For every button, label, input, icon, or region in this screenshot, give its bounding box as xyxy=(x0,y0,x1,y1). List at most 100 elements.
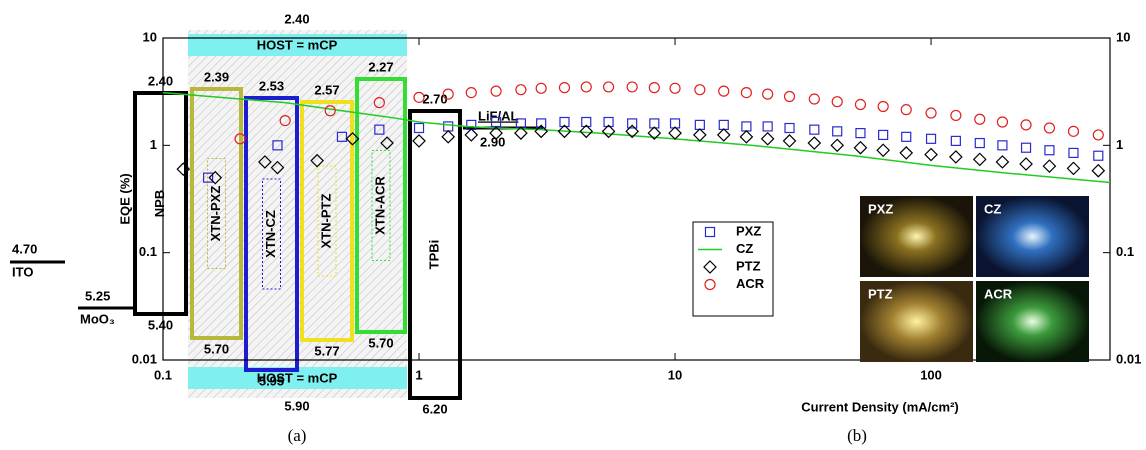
marker xyxy=(694,84,706,96)
y-tick-label: 0.01 xyxy=(132,351,157,366)
marker xyxy=(1042,159,1057,173)
marker xyxy=(830,138,845,153)
label-frame xyxy=(207,158,226,269)
legend-label: ACR xyxy=(736,276,765,291)
marker xyxy=(441,129,456,144)
legend-label: PTZ xyxy=(736,258,761,273)
inset-photo xyxy=(860,281,973,362)
layer-label: XTN-ACR xyxy=(372,176,387,235)
marker xyxy=(762,121,773,132)
marker xyxy=(234,133,246,145)
level-label: 4.70 xyxy=(12,241,37,256)
y-tick-label: 1 xyxy=(1116,137,1123,152)
marker xyxy=(1020,119,1032,131)
layer-box xyxy=(133,91,188,316)
level-label: 2.90 xyxy=(480,134,505,149)
marker xyxy=(997,140,1008,151)
inset-label: PTZ xyxy=(868,286,893,301)
layer-label: TPBi xyxy=(426,240,441,270)
marker xyxy=(854,98,867,111)
marker xyxy=(373,97,385,109)
marker xyxy=(1092,129,1104,141)
marker xyxy=(514,126,528,140)
marker xyxy=(1066,161,1081,176)
y-tick-label: 0.01 xyxy=(1116,351,1141,366)
y-tick-label: 1 xyxy=(150,137,157,152)
marker xyxy=(950,135,961,146)
layer-box xyxy=(190,87,243,340)
marker xyxy=(627,118,638,129)
electrode-label: LiF/AL xyxy=(478,108,518,123)
marker xyxy=(900,104,912,116)
electrode-label: ITO xyxy=(12,264,33,279)
marker xyxy=(515,84,527,96)
marker xyxy=(704,226,716,238)
marker xyxy=(739,129,754,144)
layer-box xyxy=(355,77,407,334)
level-label: 5.70 xyxy=(368,335,393,350)
eqe-chart: Current Density (mA/cm²) EQE (%) (b) 0.1… xyxy=(117,29,1141,444)
marker xyxy=(465,86,477,99)
marker xyxy=(901,131,912,142)
marker xyxy=(648,82,660,94)
host-band xyxy=(188,34,407,56)
marker xyxy=(669,82,681,94)
marker xyxy=(877,100,889,113)
energy-diagram: HOST = mCP HOST = mCP 2.40 5.90 4.70 ITO… xyxy=(10,11,543,445)
marker xyxy=(626,81,638,93)
host-band xyxy=(188,367,407,389)
level-label: 5.90 xyxy=(284,398,309,413)
layer-box xyxy=(244,96,299,372)
inset-label: ACR xyxy=(984,286,1013,301)
level-label: 2.39 xyxy=(204,69,229,84)
marker xyxy=(925,133,937,144)
marker xyxy=(784,122,795,134)
marker xyxy=(535,82,547,94)
marker xyxy=(832,126,843,137)
marker xyxy=(703,260,717,274)
marker xyxy=(489,126,503,140)
marker xyxy=(996,116,1009,128)
layer-box xyxy=(408,109,462,400)
marker xyxy=(1091,163,1106,178)
marker xyxy=(762,88,774,100)
y-tick-label: 10 xyxy=(143,29,157,44)
marker xyxy=(258,155,272,169)
marker xyxy=(490,85,502,97)
marker xyxy=(1068,147,1079,159)
marker xyxy=(1019,157,1033,171)
marker xyxy=(557,124,572,139)
marker xyxy=(878,129,889,141)
inset-label: PXZ xyxy=(868,201,893,216)
marker xyxy=(208,170,223,185)
marker xyxy=(809,124,820,135)
marker xyxy=(1043,122,1056,134)
marker xyxy=(413,122,425,134)
marker xyxy=(324,105,336,117)
marker xyxy=(310,153,324,168)
caption: (b) xyxy=(847,426,867,445)
host-label: HOST = mCP xyxy=(257,370,338,385)
marker xyxy=(625,124,640,139)
marker xyxy=(716,128,731,142)
marker xyxy=(272,140,283,151)
level-label: 5.25 xyxy=(85,288,110,303)
marker xyxy=(647,126,662,140)
marker xyxy=(855,128,866,139)
inset-photo xyxy=(976,196,1089,277)
legend-label: CZ xyxy=(736,241,753,256)
marker xyxy=(950,109,962,122)
caption: (a) xyxy=(288,426,307,445)
marker xyxy=(924,147,938,162)
label-frame xyxy=(371,150,391,261)
marker xyxy=(380,136,394,150)
marker xyxy=(718,119,729,131)
marker xyxy=(602,81,615,93)
marker xyxy=(581,116,592,128)
marker xyxy=(899,146,914,160)
marker xyxy=(558,82,571,94)
marker xyxy=(345,131,360,146)
marker xyxy=(831,96,843,108)
level-label: 5.95 xyxy=(259,373,284,388)
